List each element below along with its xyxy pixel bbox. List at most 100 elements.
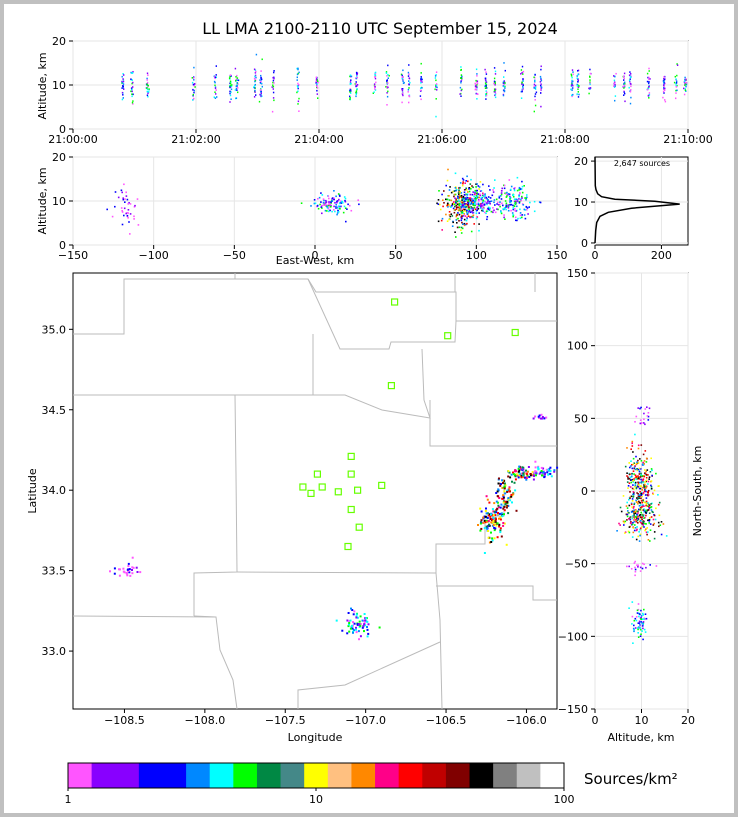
source-mark: [407, 88, 410, 91]
source-mark: [638, 505, 641, 507]
source-mark: [260, 70, 262, 72]
source-mark: [647, 419, 650, 421]
source-mark: [645, 476, 648, 479]
source-mark: [361, 626, 364, 629]
source-mark: [639, 534, 641, 537]
source-mark: [297, 87, 299, 90]
source-mark: [356, 75, 358, 77]
source-mark: [634, 512, 637, 515]
source-mark: [643, 628, 646, 631]
colorbar-cell: [162, 763, 187, 788]
source-mark: [482, 210, 484, 212]
source-mark: [495, 524, 498, 527]
colorbar-label: Sources/km²: [584, 770, 678, 788]
source-mark: [402, 94, 404, 97]
source-mark: [623, 72, 626, 75]
source-mark: [504, 85, 506, 88]
source-mark: [496, 522, 499, 525]
source-mark: [365, 617, 368, 620]
source-mark: [465, 193, 467, 196]
source-mark: [638, 494, 640, 496]
source-mark: [146, 88, 149, 91]
source-mark: [663, 82, 665, 85]
time-altitude-panel: 21:00:00 21:02:00 21:04:00 21:06:00 21:08:00…: [36, 35, 713, 146]
source-mark: [335, 619, 338, 622]
source-mark: [467, 180, 469, 183]
source-mark: [647, 474, 649, 476]
y-tick-label: 10: [574, 196, 588, 209]
station-marker: [334, 488, 342, 496]
source-mark: [645, 617, 648, 620]
source-mark: [326, 205, 328, 208]
source-mark: [624, 465, 627, 468]
source-mark: [420, 62, 422, 65]
source-mark: [386, 92, 388, 94]
source-mark: [629, 522, 632, 524]
source-mark: [461, 203, 463, 206]
source-mark: [589, 76, 591, 78]
source-mark: [642, 638, 644, 641]
source-mark: [121, 91, 124, 94]
source-mark: [455, 202, 457, 204]
source-mark: [343, 196, 346, 198]
source-mark: [626, 481, 629, 483]
source-mark: [236, 77, 239, 79]
source-mark: [478, 229, 480, 232]
source-mark: [641, 492, 644, 495]
source-mark: [660, 521, 663, 523]
source-mark: [121, 80, 123, 83]
source-mark: [315, 78, 318, 81]
source-mark: [457, 195, 459, 198]
source-mark: [445, 184, 447, 187]
source-mark: [635, 415, 638, 418]
source-mark: [683, 93, 686, 96]
source-mark: [641, 489, 643, 491]
source-mark: [485, 93, 488, 95]
source-mark: [636, 468, 638, 470]
source-mark: [645, 504, 647, 507]
source-mark: [643, 608, 645, 611]
source-mark: [524, 217, 527, 220]
source-mark: [640, 460, 643, 462]
source-mark: [635, 520, 637, 523]
source-mark: [663, 76, 665, 78]
source-mark: [355, 95, 357, 98]
source-mark: [489, 202, 491, 205]
source-mark: [522, 85, 524, 88]
source-mark: [643, 526, 645, 528]
source-mark: [499, 483, 502, 485]
x-tick-label: 21:06:00: [417, 133, 466, 146]
source-mark: [572, 71, 574, 73]
source-mark: [361, 619, 364, 622]
source-mark: [505, 543, 508, 546]
source-mark: [674, 75, 676, 78]
source-mark: [437, 203, 440, 205]
source-mark: [477, 524, 479, 526]
source-mark: [534, 74, 536, 76]
source-mark: [129, 574, 132, 577]
source-mark: [622, 85, 625, 88]
source-mark: [460, 200, 463, 203]
source-mark: [358, 623, 361, 626]
county-boundaries: [72, 273, 557, 710]
source-mark: [235, 76, 237, 78]
source-mark: [478, 196, 481, 199]
source-mark: [388, 74, 390, 77]
source-mark: [253, 68, 256, 71]
source-mark: [272, 79, 275, 82]
source-mark: [465, 180, 467, 182]
source-mark: [627, 476, 629, 479]
source-mark: [503, 487, 506, 490]
source-mark: [640, 481, 643, 483]
source-mark: [643, 412, 645, 415]
source-mark: [498, 512, 501, 515]
source-mark: [653, 531, 656, 533]
source-mark: [493, 88, 496, 90]
source-mark: [449, 215, 452, 218]
source-mark: [629, 518, 632, 521]
source-mark: [131, 566, 134, 569]
source-mark: [629, 90, 632, 93]
source-mark: [647, 87, 650, 90]
source-mark: [643, 486, 646, 489]
source-mark: [454, 197, 456, 200]
